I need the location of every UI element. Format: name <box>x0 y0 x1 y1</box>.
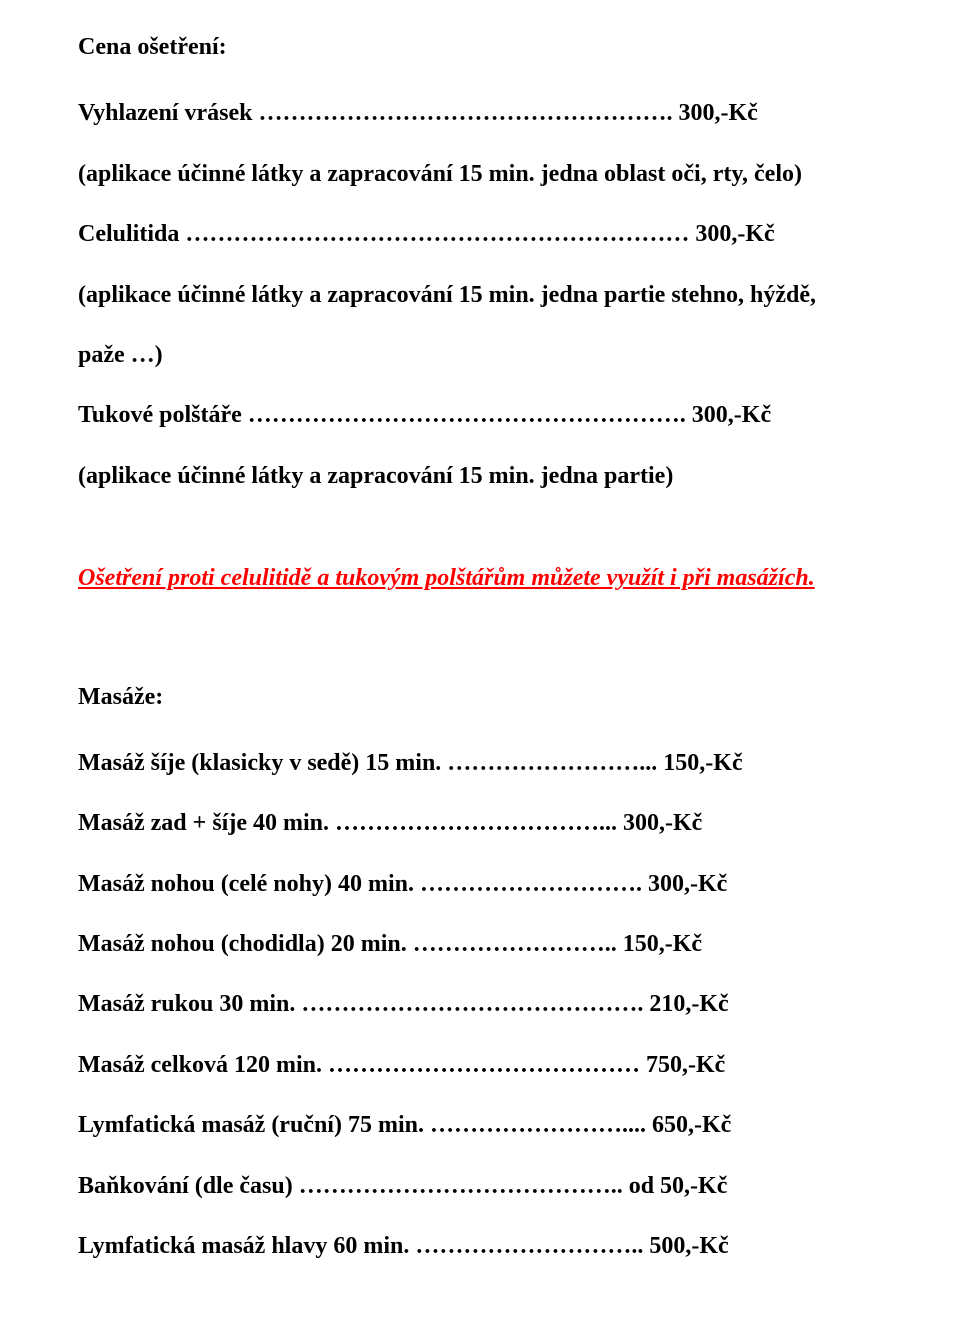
text-line: paže …) <box>78 336 882 374</box>
text-line: Masáž celková 120 min. ………………………………… 750… <box>78 1046 882 1084</box>
spacer <box>78 517 882 559</box>
text-line: Masáž zad + šíje 40 min. ……………………………... … <box>78 804 882 842</box>
text-line: Masáž nohou (chodidla) 20 min. …………………….… <box>78 925 882 963</box>
text-line: (aplikace účinné látky a zapracování 15 … <box>78 276 882 314</box>
text-line: Vyhlazení vrásek ……………………………………………. 300,… <box>78 94 882 132</box>
text-line: Ošetření proti celulitidě a tukovým polš… <box>78 559 882 597</box>
spacer <box>78 620 882 678</box>
text-line: (aplikace účinné látky a zapracování 15 … <box>78 457 882 495</box>
text-line: Masáže: <box>78 678 882 716</box>
text-line: Baňkování (dle času) ………………………………….. od … <box>78 1167 882 1205</box>
text-line: Masáž rukou 30 min. ……………………………………. 210,… <box>78 985 882 1023</box>
text-line: Masáž šíje (klasicky v sedě) 15 min. ………… <box>78 744 882 782</box>
text-line: Celulitida ……………………………………………………… 300,-Kč <box>78 215 882 253</box>
text-line: Lymfatická masáž hlavy 60 min. ………………………… <box>78 1227 882 1265</box>
text-line: Cena ošetření: <box>78 28 882 66</box>
text-line: Tukové polštáře ………………………………………………. 300,… <box>78 396 882 434</box>
text-line: Masáž nohou (celé nohy) 40 min. ……………………… <box>78 865 882 903</box>
text-line: (aplikace účinné látky a zapracování 15 … <box>78 155 882 193</box>
text-line: Lymfatická masáž (ruční) 75 min. …………………… <box>78 1106 882 1144</box>
document-body: Cena ošetření: Vyhlazení vrásek ………………………… <box>78 28 882 1265</box>
